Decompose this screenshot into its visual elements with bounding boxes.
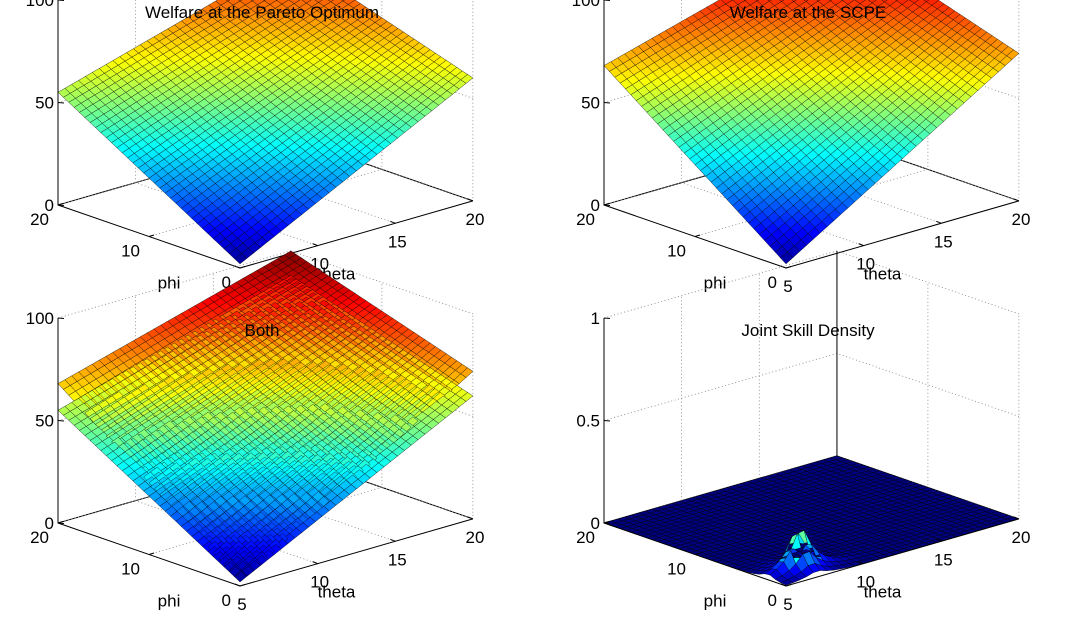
phi-tick-label: 10 — [121, 242, 140, 261]
phi-tick-label: 0 — [222, 273, 231, 292]
phi-tick-label: 0 — [768, 273, 777, 292]
chart-panel-scpe: 0 50 100 5 10 15 20 0 10 20 theta phi Welfare at the… — [546, 0, 1092, 318]
z-tick-label: 50 — [35, 94, 54, 113]
phi-tick-mark — [57, 521, 64, 524]
theta-axis-label: theta — [864, 264, 902, 283]
phi-axis-label: phi — [158, 592, 181, 611]
phi-tick-label: 10 — [667, 242, 686, 261]
chart-title: Both — [245, 321, 280, 340]
z-tick-label: 100 — [572, 0, 600, 10]
theta-tick-label: 20 — [465, 210, 484, 229]
z-tick-label: 0 — [45, 514, 54, 533]
surface-facet — [234, 571, 248, 583]
theta-tick-mark — [936, 220, 942, 224]
phi-tick-mark — [239, 266, 246, 269]
z-tick-mark — [603, 0, 611, 1]
phi-tick-mark — [57, 203, 64, 206]
surface-mesh — [603, 455, 1020, 586]
surface-facet — [923, 0, 930, 3]
surface-facet — [780, 251, 794, 265]
surface-facet — [791, 0, 797, 2]
z-tick-mark — [57, 317, 65, 319]
phi-tick-mark — [148, 552, 155, 555]
phi-axis-label: phi — [158, 274, 181, 293]
theta-tick-mark — [234, 583, 241, 587]
gridline-z — [603, 352, 1020, 421]
surface-mesh — [57, 0, 474, 265]
chart-panel-density: 0 0.5 1 5 10 15 20 0 10 20 theta phi Joint Skill Den… — [546, 250, 1092, 636]
phi-tick-label: 0 — [222, 591, 231, 610]
phi-tick-label: 20 — [30, 528, 49, 547]
phi-tick-mark — [148, 234, 155, 237]
gridline-z — [603, 250, 1020, 319]
theta-tick-mark — [312, 243, 318, 247]
z-tick-label: 100 — [26, 309, 54, 328]
z-tick-mark — [57, 0, 65, 1]
chart-title: Welfare at the SCPE — [730, 3, 887, 22]
surface-facet — [327, 0, 334, 3]
theta-tick-label: 10 — [856, 255, 875, 274]
z-tick-label: 0 — [591, 196, 600, 215]
theta-tick-label: 5 — [783, 277, 792, 296]
surface-mesh — [57, 250, 474, 583]
phi-tick-label: 20 — [30, 210, 49, 229]
theta-tick-label: 20 — [465, 528, 484, 547]
z-tick-label: 0 — [45, 196, 54, 215]
phi-tick-label: 10 — [121, 560, 140, 579]
theta-tick-mark — [234, 265, 241, 269]
theta-tick-label: 15 — [388, 232, 407, 251]
z-tick-label: 50 — [581, 94, 600, 113]
surface-facet — [881, 0, 888, 3]
phi-tick-mark — [694, 234, 701, 237]
theta-tick-mark — [390, 220, 396, 224]
theta-axis-label: theta — [318, 582, 356, 601]
theta-tick-mark — [467, 516, 474, 520]
theta-tick-mark — [1013, 198, 1020, 202]
surface-facet — [803, 0, 809, 2]
surface-facet — [234, 253, 248, 265]
theta-tick-label: 5 — [237, 595, 246, 614]
z-tick-mark — [603, 102, 611, 104]
surface-mesh — [603, 0, 1020, 265]
theta-tick-mark — [858, 243, 864, 247]
z-tick-label: 100 — [26, 0, 54, 10]
surface-facet — [779, 0, 785, 2]
theta-tick-mark — [390, 538, 396, 542]
chart-panel-both: 0 50 100 5 10 15 20 0 10 20 theta phi Both — [0, 250, 546, 636]
phi-tick-mark — [785, 266, 792, 269]
z-tick-mark — [57, 102, 65, 104]
phi-tick-mark — [603, 203, 610, 206]
phi-tick-label: 20 — [576, 210, 595, 229]
theta-tick-label: 20 — [1011, 210, 1030, 229]
theta-tick-mark — [312, 561, 318, 565]
theta-tick-label: 15 — [388, 550, 407, 569]
theta-tick-mark — [780, 265, 787, 269]
theta-tick-mark — [467, 198, 474, 202]
phi-tick-mark — [239, 584, 246, 587]
chart-title: Welfare at the Pareto Optimum — [145, 3, 379, 22]
z-tick-label: 50 — [35, 412, 54, 431]
theta-tick-label: 15 — [934, 232, 953, 251]
z-tick-mark — [57, 420, 65, 422]
theta-tick-label: 10 — [310, 573, 329, 592]
phi-axis-label: phi — [704, 274, 727, 293]
